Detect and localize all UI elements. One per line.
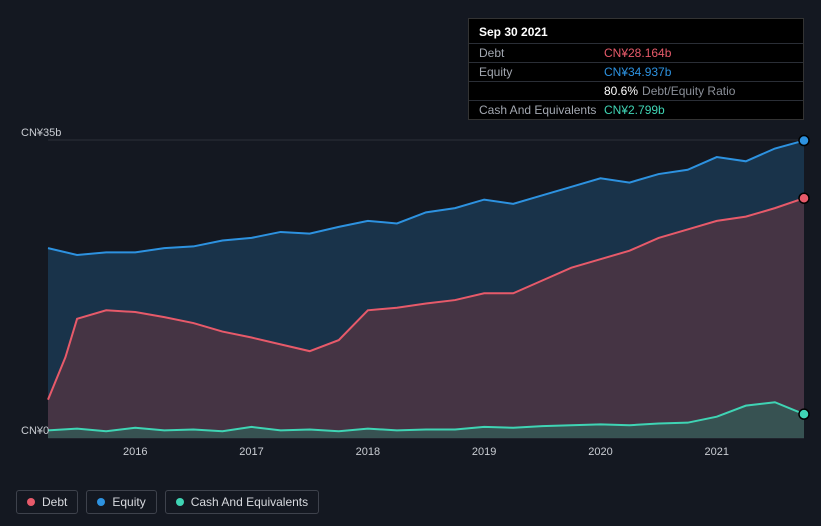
x-tick-label: 2021 xyxy=(705,446,729,458)
legend-label: Debt xyxy=(42,495,67,509)
legend-swatch xyxy=(176,498,184,506)
tooltip-row-label: Cash And Equivalents xyxy=(479,103,604,117)
tooltip-row: DebtCN¥28.164b xyxy=(469,43,803,62)
legend-item-debt[interactable]: Debt xyxy=(16,490,78,514)
legend-label: Cash And Equivalents xyxy=(191,495,308,509)
tooltip-row-label: Debt xyxy=(479,46,604,60)
chart-legend: Debt Equity Cash And Equivalents xyxy=(16,490,319,514)
legend-item-equity[interactable]: Equity xyxy=(86,490,156,514)
tooltip-row-value: CN¥28.164b xyxy=(604,46,671,60)
x-tick-label: 2018 xyxy=(356,446,380,458)
tooltip-row: EquityCN¥34.937b xyxy=(469,62,803,81)
tooltip-row-value: CN¥2.799b xyxy=(604,103,665,117)
tooltip-ratio-value: 80.6% xyxy=(604,84,638,98)
legend-swatch xyxy=(27,498,35,506)
tooltip-date: Sep 30 2021 xyxy=(469,19,803,43)
x-tick-label: 2016 xyxy=(123,446,147,458)
y-tick-label: CN¥35b xyxy=(21,127,61,139)
x-tick-label: 2017 xyxy=(239,446,263,458)
x-tick-label: 2020 xyxy=(588,446,612,458)
tooltip-row: 80.6% Debt/Equity Ratio xyxy=(469,81,803,100)
legend-label: Equity xyxy=(112,495,145,509)
y-tick-label: CN¥0 xyxy=(21,425,49,437)
tooltip-row-value: CN¥34.937b xyxy=(604,65,671,79)
tooltip-ratio-label: Debt/Equity Ratio xyxy=(642,84,735,98)
tooltip-row: Cash And EquivalentsCN¥2.799b xyxy=(469,100,803,119)
tooltip-row-label: Equity xyxy=(479,65,604,79)
tooltip-ratio: 80.6% Debt/Equity Ratio xyxy=(604,84,735,98)
chart-tooltip: Sep 30 2021 DebtCN¥28.164bEquityCN¥34.93… xyxy=(468,18,804,120)
legend-swatch xyxy=(97,498,105,506)
tooltip-row-label xyxy=(479,84,604,98)
legend-item-cash[interactable]: Cash And Equivalents xyxy=(165,490,319,514)
x-tick-label: 2019 xyxy=(472,446,496,458)
